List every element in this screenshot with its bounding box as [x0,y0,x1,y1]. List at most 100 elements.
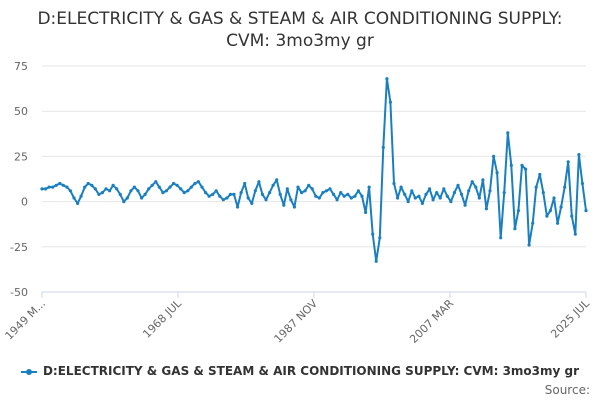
data-point[interactable] [371,232,375,236]
data-point[interactable] [456,183,460,187]
data-point[interactable] [264,198,268,202]
data-point[interactable] [204,191,208,195]
data-point[interactable] [68,189,72,193]
data-point[interactable] [122,200,126,204]
data-point[interactable] [44,187,48,191]
data-point[interactable] [164,189,168,193]
data-point[interactable] [492,154,496,158]
data-point[interactable] [556,221,560,225]
data-point[interactable] [47,185,51,189]
data-point[interactable] [300,191,304,195]
data-point[interactable] [548,209,553,213]
data-point[interactable] [93,187,97,191]
data-point[interactable] [268,191,272,195]
data-point[interactable] [435,191,439,195]
data-point[interactable] [346,192,350,196]
data-point[interactable] [438,196,442,200]
data-point[interactable] [360,194,364,198]
data-point[interactable] [76,201,80,205]
data-point[interactable] [378,236,382,240]
data-point[interactable] [182,191,186,195]
data-point[interactable] [132,185,136,189]
data-point[interactable] [381,145,385,149]
data-point[interactable] [431,198,435,202]
data-point[interactable] [406,200,410,204]
data-point[interactable] [58,181,62,186]
data-point[interactable] [314,194,318,198]
data-point[interactable] [310,187,314,191]
data-point[interactable] [413,196,417,200]
data-point[interactable] [467,189,471,193]
data-point[interactable] [580,181,585,186]
data-point[interactable] [125,196,129,200]
data-point[interactable] [83,185,87,189]
data-point[interactable] [285,187,289,191]
data-point[interactable] [367,185,371,189]
data-point[interactable] [516,209,521,213]
data-point[interactable] [140,196,144,200]
data-point[interactable] [260,192,264,196]
data-point[interactable] [573,232,577,236]
data-point[interactable] [100,191,104,195]
data-point[interactable] [175,183,179,187]
data-point[interactable] [428,187,432,191]
data-point[interactable] [445,194,449,198]
data-point[interactable] [250,201,254,205]
data-point[interactable] [168,185,172,189]
data-point[interactable] [570,214,574,218]
data-point[interactable] [538,172,542,177]
data-point[interactable] [79,194,83,198]
data-point[interactable] [481,178,485,182]
data-point[interactable] [339,191,343,195]
data-point[interactable] [292,205,296,209]
data-point[interactable] [90,183,94,187]
data-point[interactable] [193,181,197,186]
data-point[interactable] [520,163,524,167]
data-point[interactable] [218,194,222,198]
data-point[interactable] [388,100,392,104]
data-point[interactable] [157,185,161,189]
data-point[interactable] [154,180,158,184]
data-point[interactable] [65,185,69,189]
data-point[interactable] [499,236,503,240]
data-point[interactable] [385,77,389,81]
data-point[interactable] [228,192,232,196]
data-point[interactable] [420,201,424,205]
data-point[interactable] [321,191,325,195]
data-point[interactable] [527,243,531,247]
data-point[interactable] [214,189,218,193]
data-point[interactable] [470,180,474,184]
data-point[interactable] [353,194,357,198]
data-point[interactable] [257,180,261,184]
data-point[interactable] [196,180,200,184]
data-point[interactable] [51,185,55,189]
data-point[interactable] [303,189,307,193]
data-point[interactable] [488,189,492,193]
data-point[interactable] [417,194,421,198]
data-point[interactable] [392,181,396,186]
data-point[interactable] [179,187,183,191]
data-point[interactable] [524,167,528,171]
data-point[interactable] [115,187,119,191]
data-point[interactable] [559,205,563,209]
data-point[interactable] [61,183,65,187]
data-point[interactable] [172,181,176,186]
data-point[interactable] [342,194,346,198]
data-point[interactable] [86,181,90,186]
data-point[interactable] [232,192,236,196]
data-point[interactable] [552,196,556,200]
data-point[interactable] [449,200,453,204]
data-point[interactable] [186,189,190,193]
data-point[interactable] [452,191,456,195]
data-point[interactable] [399,185,403,189]
data-point[interactable] [317,196,321,200]
data-point[interactable] [275,178,279,182]
data-point[interactable] [335,198,339,202]
data-point[interactable] [97,192,101,196]
data-point[interactable] [40,187,44,191]
data-point[interactable] [108,189,112,193]
data-point[interactable] [243,181,247,186]
data-point[interactable] [239,191,243,195]
data-point[interactable] [221,198,225,202]
data-point[interactable] [225,196,229,200]
